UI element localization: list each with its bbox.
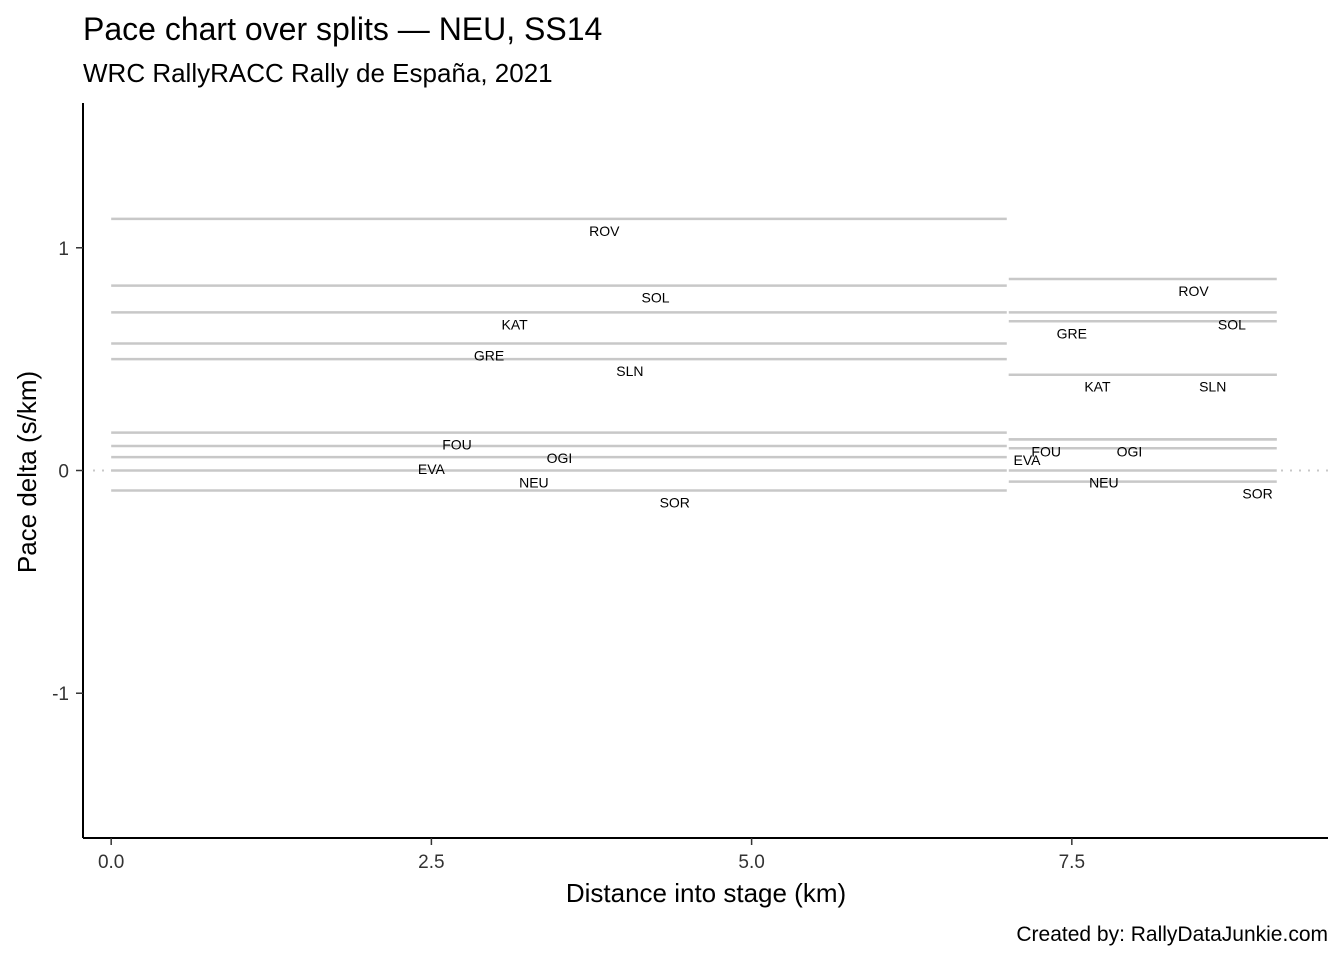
y-tick-label: 1 bbox=[58, 239, 69, 260]
segment-label-kat: KAT bbox=[1084, 379, 1111, 395]
segment-label-kat: KAT bbox=[502, 316, 529, 332]
chart-caption: Created by: RallyDataJunkie.com bbox=[1016, 923, 1328, 946]
segment-label-sol: SOL bbox=[642, 290, 670, 306]
x-tick-label: 5.0 bbox=[738, 852, 764, 873]
segment-label-rov: ROV bbox=[1178, 283, 1209, 299]
segment-label-sol: SOL bbox=[1218, 316, 1246, 332]
x-tick-label: 7.5 bbox=[1059, 852, 1085, 873]
segment-label-eva: EVA bbox=[1014, 452, 1042, 468]
x-tick-label: 0.0 bbox=[98, 852, 124, 873]
segment-label-gre: GRE bbox=[474, 348, 504, 364]
plot-area: SOR SOR NEU NEU EVA EVA OGI OGI FOU FOU SLN SLN GRE G… bbox=[93, 217, 1328, 511]
segment-label-neu: NEU bbox=[519, 475, 549, 491]
x-tick-label: 2.5 bbox=[418, 852, 444, 873]
segment-label-eva: EVA bbox=[418, 461, 446, 477]
segment-label-gre: GRE bbox=[1057, 325, 1087, 341]
segment-label-fou: FOU bbox=[442, 437, 472, 453]
segment-label-rov: ROV bbox=[589, 223, 620, 239]
segment-label-ogi: OGI bbox=[547, 450, 573, 466]
x-axis-title: Distance into stage (km) bbox=[566, 878, 846, 908]
pace-segments bbox=[111, 217, 1277, 492]
segment-labels: SOR SOR NEU NEU EVA EVA OGI OGI FOU FOU SLN SLN GRE G… bbox=[418, 223, 1273, 511]
y-tick-label: -1 bbox=[52, 684, 69, 705]
segment-label-fou: FOU bbox=[1031, 443, 1061, 459]
segment-label-sln: SLN bbox=[1199, 379, 1226, 395]
y-axis-title: Pace delta (s/km) bbox=[12, 371, 42, 573]
y-axis-ticks: -1 0 1 bbox=[52, 239, 83, 705]
segment-label-sor: SOR bbox=[1242, 486, 1272, 502]
x-axis-ticks: 0.0 2.5 5.0 7.5 bbox=[98, 838, 1085, 873]
segment-label-sor: SOR bbox=[660, 495, 690, 511]
chart-title: Pace chart over splits — NEU, SS14 bbox=[83, 11, 602, 47]
segment-label-sln: SLN bbox=[616, 363, 643, 379]
chart-subtitle: WRC RallyRACC Rally de España, 2021 bbox=[83, 58, 553, 88]
segment-label-neu: NEU bbox=[1089, 475, 1119, 491]
y-tick-label: 0 bbox=[58, 462, 69, 483]
segment-label-ogi: OGI bbox=[1117, 443, 1143, 459]
